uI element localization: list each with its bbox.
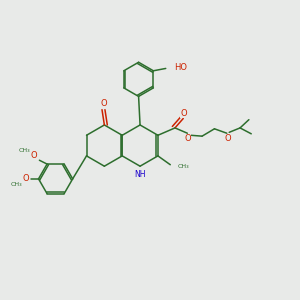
Text: O: O — [100, 99, 107, 108]
Text: CH₃: CH₃ — [19, 148, 30, 153]
Text: CH₃: CH₃ — [178, 164, 190, 169]
Text: O: O — [224, 134, 231, 143]
Text: O: O — [31, 151, 38, 160]
Text: HO: HO — [175, 63, 188, 72]
Text: CH₃: CH₃ — [10, 182, 22, 187]
Text: NH: NH — [134, 170, 146, 179]
Text: O: O — [184, 134, 191, 143]
Text: O: O — [23, 174, 29, 183]
Text: O: O — [181, 109, 187, 118]
